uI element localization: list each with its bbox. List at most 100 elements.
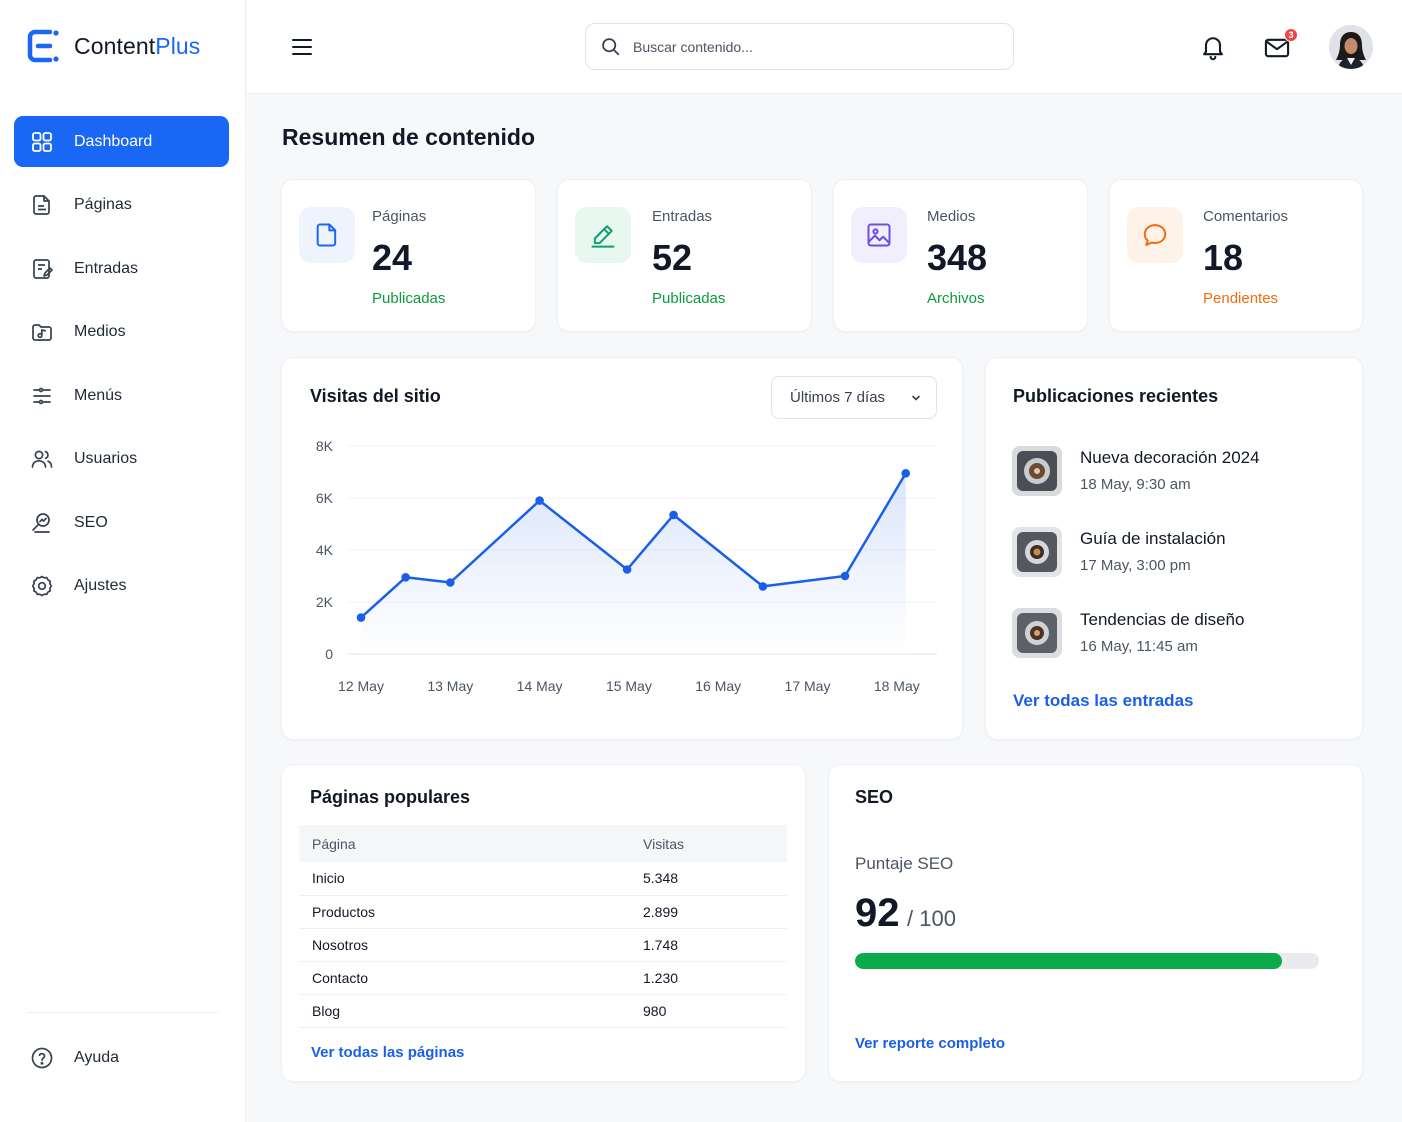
seo-title: SEO [855, 787, 894, 807]
post-title: Tendencias de diseño [1080, 610, 1245, 629]
table-row[interactable]: Contacto 1.230 [299, 961, 787, 995]
visits-line-chart: 0 2K 4K 6K 8K 12 May 13 May 14 May 15 May 16 May 1… [316, 438, 937, 694]
help-icon [31, 1047, 53, 1068]
recent-posts-card: Publicaciones recientes Nueva decoración… [985, 357, 1363, 740]
y-tick-label: 0 [325, 646, 333, 662]
data-point [758, 582, 768, 591]
stat-icon-box [851, 207, 907, 263]
sidebar-item-pages[interactable]: Páginas [14, 180, 229, 231]
seo-progress-fill [855, 953, 1282, 969]
x-tick-label: 16 May [695, 678, 741, 694]
stat-card-media[interactable]: Medios 348 Archivos [833, 179, 1088, 332]
y-tick-label: 8K [316, 438, 334, 454]
search-icon [602, 38, 620, 56]
stat-card-posts[interactable]: Entradas 52 Publicadas [557, 179, 812, 332]
table-row[interactable]: Inicio 5.348 [299, 862, 787, 896]
recent-post-item[interactable]: Tendencias de diseño 16 May, 11:45 am [1012, 608, 1244, 658]
data-point [535, 496, 544, 505]
view-all-posts-link[interactable]: Ver todas las entradas [1013, 691, 1194, 710]
post-date: 18 May, 9:30 am [1080, 476, 1191, 493]
post-title: Guía de instalación [1080, 529, 1226, 548]
sidebar-item-label: Ajustes [74, 577, 127, 594]
stat-value: 52 [652, 237, 693, 278]
sidebar-item-users[interactable]: Usuarios [14, 434, 229, 485]
view-full-report-link[interactable]: Ver reporte completo [855, 1035, 1006, 1052]
stat-label: Páginas [372, 208, 427, 225]
sidebar-item-seo[interactable]: SEO [14, 497, 229, 548]
visits-title: Visitas del sitio [310, 386, 441, 406]
post-title: Nueva decoración 2024 [1080, 448, 1260, 467]
recent-posts-title: Publicaciones recientes [1013, 386, 1219, 406]
hamburger-menu-icon[interactable] [291, 36, 313, 58]
post-thumbnail [1012, 608, 1062, 658]
x-tick-label: 13 May [427, 678, 473, 694]
sidebar-item-help[interactable]: Ayuda [14, 1032, 229, 1083]
sidebar-item-label: Páginas [74, 196, 132, 213]
cell-page: Blog [299, 994, 630, 1028]
notifications-bell-icon[interactable] [1199, 33, 1227, 61]
post-thumbnail-image [1012, 608, 1062, 658]
comment-icon [1143, 224, 1167, 246]
stat-sub: Publicadas [652, 290, 726, 307]
post-thumbnail [1012, 446, 1062, 496]
table-row[interactable]: Nosotros 1.748 [299, 928, 787, 962]
x-tick-label: 12 May [338, 678, 384, 694]
posts-icon [33, 258, 53, 279]
column-header-visits: Visitas [630, 825, 787, 862]
stat-icon-box [575, 207, 631, 263]
cell-page: Productos [299, 895, 630, 929]
data-point [622, 565, 632, 574]
seo-score-max: / 100 [907, 906, 956, 931]
stat-label: Entradas [652, 208, 713, 225]
y-tick-label: 6K [316, 490, 334, 506]
view-all-pages-link[interactable]: Ver todas las páginas [311, 1044, 465, 1061]
media-icon [32, 324, 52, 341]
cell-page: Inicio [299, 862, 630, 896]
post-thumbnail [1012, 527, 1062, 577]
search-input[interactable] [633, 38, 993, 55]
recent-post-item[interactable]: Nueva decoración 2024 18 May, 9:30 am [1012, 446, 1260, 496]
stat-value: 24 [372, 237, 413, 278]
page-icon [33, 195, 50, 215]
visits-card: Visitas del sitio Últimos 7 días 0 2K 4K 6K… [281, 357, 963, 740]
mail-badge-count: 3 [1284, 28, 1298, 42]
settings-icon [31, 575, 53, 597]
sidebar-item-label: Dashboard [74, 132, 153, 150]
table-header-row: Página Visitas [299, 825, 787, 862]
sidebar-item-media[interactable]: Medios [14, 307, 229, 358]
brand-logo-icon [27, 29, 59, 63]
stat-card-comments[interactable]: Comentarios 18 Pendientes [1109, 179, 1363, 332]
table-row[interactable]: Productos 2.899 [299, 895, 787, 929]
data-point [401, 573, 410, 582]
data-point [840, 571, 850, 581]
y-tick-label: 2K [316, 594, 334, 610]
data-point [901, 469, 911, 478]
post-text: Guía de instalación 17 May, 3:00 pm [1080, 527, 1226, 577]
sidebar-item-posts[interactable]: Entradas [14, 243, 229, 294]
stat-label: Medios [927, 208, 976, 225]
stat-card-pages[interactable]: Páginas 24 Publicadas [281, 179, 536, 332]
sidebar-item-label: Entradas [74, 259, 139, 277]
stat-value: 348 [927, 237, 988, 278]
user-avatar-image [1329, 25, 1373, 69]
cell-visits: 980 [630, 994, 787, 1028]
brand-logo[interactable]: ContentPlus [26, 28, 200, 64]
sidebar-item-menus[interactable]: Menús [14, 370, 229, 421]
stat-sub: Archivos [927, 290, 985, 307]
x-tick-label: 15 May [606, 678, 652, 694]
user-avatar[interactable] [1329, 25, 1373, 69]
table-row[interactable]: Blog 980 [299, 994, 787, 1028]
y-tick-label: 4K [316, 542, 334, 558]
messages-mail-icon[interactable] [1263, 34, 1291, 62]
chevron-down-icon [912, 395, 920, 401]
users-icon [31, 450, 53, 468]
popular-pages-card: Páginas populares Página Visitas Inicio 5… [281, 764, 806, 1082]
search-bar [585, 23, 1014, 70]
recent-post-item[interactable]: Guía de instalación 17 May, 3:00 pm [1012, 527, 1226, 577]
sidebar-item-settings[interactable]: Ajustes [14, 561, 229, 612]
image-icon [867, 223, 891, 247]
date-range-select[interactable]: Últimos 7 días [771, 376, 937, 419]
sidebar-nav: Dashboard Páginas Entradas Medios Menús … [14, 116, 229, 624]
sidebar-item-dashboard[interactable]: Dashboard [14, 116, 229, 167]
popular-pages-title: Páginas populares [310, 787, 471, 807]
